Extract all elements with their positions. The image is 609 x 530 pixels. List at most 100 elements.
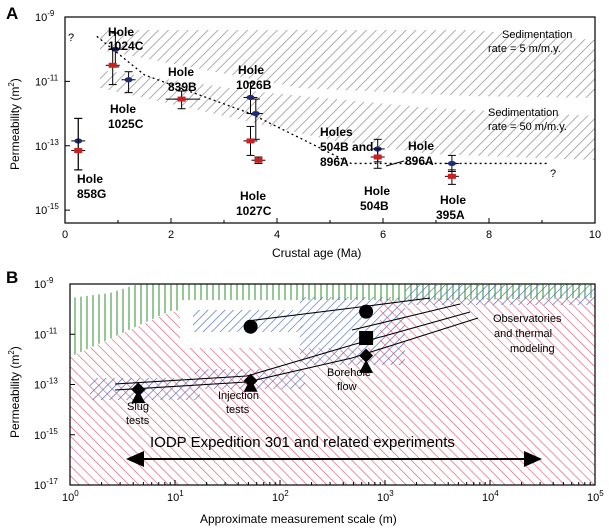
data-point-red: [108, 62, 117, 68]
annotation-borehole: Borehole flow: [327, 367, 371, 393]
connector-injection-borehole-1: [246, 344, 353, 377]
panel-b-ytick-label: 10-13: [34, 377, 58, 392]
annotation-injection: Injection tests: [218, 390, 259, 416]
label-obs-l3: modeling: [510, 343, 555, 355]
panel-b-ylabel-close: ): [8, 346, 22, 350]
annotation-858g: Hole 858G: [77, 172, 106, 201]
marker-diamond: [131, 382, 146, 397]
label-1024c-l2: 1024C: [108, 39, 144, 53]
panel-a-ylabel-close: ): [8, 78, 22, 82]
connector-top-borehole: [246, 307, 353, 322]
panel-b-ytick-label: 10-11: [34, 326, 58, 341]
label-858g-l2: 858G: [77, 187, 106, 201]
marker-triangle: [243, 378, 258, 392]
annotation-holes-504b-896a: Holes 504B and 896A: [320, 125, 373, 169]
panel-b-ylabel-sup: 2: [7, 350, 16, 355]
question-mark-right: ?: [550, 168, 556, 180]
annotation-839b: Hole 839B: [168, 65, 197, 94]
panel-a-ytick-label: 10-13: [35, 138, 59, 153]
leader-896a: [385, 160, 405, 167]
panel-a-ytick-label: 10-15: [35, 202, 59, 217]
label-holes-l2: 504B and: [320, 140, 373, 154]
panel-a-xtick-label: 6: [380, 229, 386, 241]
connector-lines: [114, 297, 479, 391]
annotation-1025c: Hole 1025C: [108, 102, 144, 131]
connector-borehole-obs-2: [351, 303, 461, 331]
panel-b-letter: B: [6, 268, 18, 287]
band-label-50-line-2: rate = 50 m/m.y.: [488, 121, 567, 133]
label-borehole-l1: Borehole: [327, 367, 371, 379]
label-896a-l1: Hole: [408, 139, 434, 153]
panel-a-ytick-label: 10-9: [35, 9, 55, 24]
annotation-1026b: Hole 1026B: [236, 63, 272, 92]
label-obs-l2: and thermal: [494, 328, 552, 340]
label-holes-l1: Holes: [320, 125, 353, 139]
panel-b-xtick-label: 105: [587, 489, 604, 504]
label-504b-l1: Hole: [364, 184, 390, 198]
panel-b-xlabel: Approximate measurement scale (m): [200, 512, 397, 526]
label-1026b-l2: 1026B: [236, 78, 272, 92]
panel-b-xtick-label: 101: [167, 489, 184, 504]
band-sed-5: [100, 30, 595, 98]
label-1027c-l2: 1027C: [236, 204, 272, 218]
panel-b-ticks: 100 101 102 103 104 105 10-9 10-11 10-13 10-15 10-…: [34, 276, 604, 504]
svg-text:Permeability (m2): Permeability (m2): [7, 78, 22, 170]
trend-line: [96, 35, 548, 165]
annotation-896a: Hole 896A: [385, 139, 434, 168]
panel-a-ylabel-sup: 2: [7, 82, 16, 87]
iodp-arrow-label: IODP Expedition 301 and related experime…: [150, 434, 455, 451]
label-borehole-l2: flow: [337, 381, 357, 393]
label-holes-l3: 896A: [320, 155, 349, 169]
marker-square: [359, 331, 374, 346]
data-point-red: [246, 138, 255, 144]
annotation-1024c: Hole 1024C: [108, 25, 144, 53]
data-point-red: [447, 173, 456, 179]
connector-slug-injection-1: [114, 375, 248, 385]
panel-a-xtick-label: 8: [486, 229, 492, 241]
label-1024c-l1: Hole: [108, 25, 134, 39]
label-obs-l1: Observatories: [493, 313, 562, 325]
panel-a-letter: A: [6, 4, 18, 23]
panel-a-xtick-label: 2: [168, 229, 174, 241]
marker-triangle: [359, 359, 374, 373]
svg-text:Permeability (m2): Permeability (m2): [7, 346, 22, 438]
label-839b-l2: 839B: [168, 80, 197, 94]
annotation-1027c: Hole 1027C: [236, 189, 272, 218]
panel-b-ytick-label: 10-9: [34, 276, 54, 291]
panel-b-xtick-label: 104: [482, 489, 499, 504]
panel-a-xlabel: Crustal age (Ma): [272, 246, 361, 260]
label-858g-l1: Hole: [77, 172, 103, 186]
panel-b-ylabel-main: Permeability (m: [8, 355, 22, 438]
region-blue-observatory: [405, 285, 595, 305]
label-injection-l1: Injection: [218, 390, 259, 402]
label-395a-l2: 395A: [436, 208, 465, 222]
panel-a-xtick-label: 0: [62, 229, 68, 241]
question-mark-left: ?: [68, 32, 74, 44]
data-point-red: [74, 148, 83, 154]
data-point-blue: [124, 77, 133, 83]
panel-b-ylabel: Permeability (m2): [7, 346, 22, 438]
data-point-red: [254, 157, 263, 163]
label-1025c-l1: Hole: [110, 102, 136, 116]
connector-borehole-obs-4: [351, 317, 479, 359]
data-point-red: [373, 154, 382, 160]
label-1025c-l2: 1025C: [108, 117, 144, 131]
panel-a-xtick-label: 10: [589, 229, 601, 241]
annotation-504b: Hole 504B: [360, 184, 390, 213]
panel-a-ylabel: Permeability (m2): [7, 78, 22, 170]
panel-b-ytick-label: 10-15: [34, 427, 58, 442]
label-1026b-l1: Hole: [238, 63, 264, 77]
label-504b-l2: 504B: [360, 199, 389, 213]
label-slug-l1: Slug: [127, 401, 149, 413]
band-label-50-line-1: Sedimentation: [488, 107, 558, 119]
panel-b: B IODP Expedition 301 and related experi…: [6, 268, 604, 526]
panel-b-ytick-label: 10-17: [34, 477, 58, 492]
panel-a-xtick-label: 4: [274, 229, 280, 241]
panel-a: A ? ? Sedimentation rate = 5 m/m.y. Sedi…: [6, 4, 601, 260]
marker-triangle: [131, 390, 146, 404]
data-point-blue: [251, 110, 260, 117]
panel-b-xtick-label: 100: [62, 489, 79, 504]
panel-a-ticks: 0 2 4 6 8 10 10-9 10-11 10-13 10-15: [35, 9, 601, 241]
annotation-395a: Hole 395A: [436, 193, 466, 222]
